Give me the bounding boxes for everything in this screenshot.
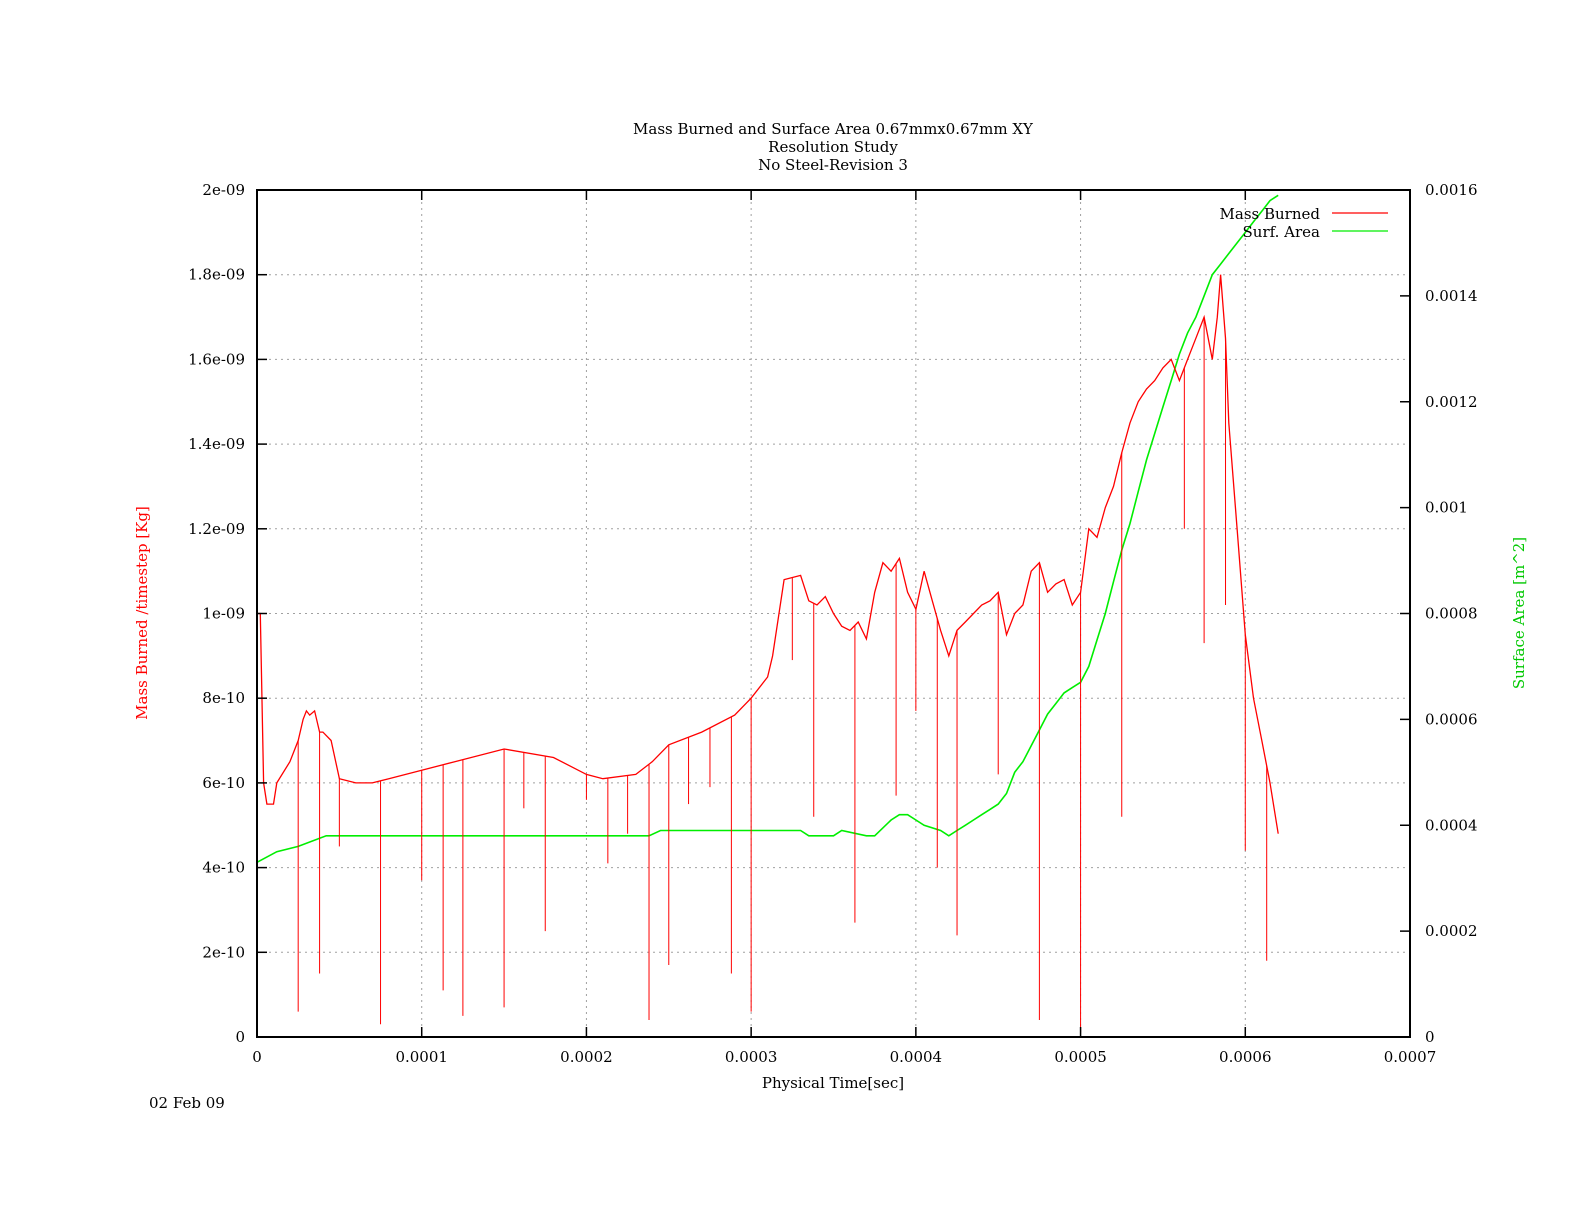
y-tick-label: 1.8e-09 — [188, 266, 245, 284]
chart-title-line-1: Mass Burned and Surface Area 0.67mmx0.67… — [633, 120, 1034, 138]
x-tick-label: 0.0005 — [1054, 1048, 1107, 1066]
x-tick-label: 0 — [252, 1048, 262, 1066]
footer-date: 02 Feb 09 — [149, 1094, 225, 1112]
x-axis-label: Physical Time[sec] — [762, 1074, 904, 1092]
x-tick-label: 0.0007 — [1384, 1048, 1437, 1066]
y2-tick-label: 0.001 — [1425, 499, 1468, 517]
y-tick-label: 1e-09 — [202, 605, 245, 623]
y-tick-label: 2e-10 — [202, 943, 245, 961]
y2-tick-label: 0.0014 — [1425, 287, 1478, 305]
series-line-mass-burned — [257, 274, 1279, 834]
y-tick-label: 1.6e-09 — [188, 350, 245, 368]
chart-title: Mass Burned and Surface Area 0.67mmx0.67… — [633, 120, 1034, 174]
axis-ticks: 0 0.0001 0.0002 0.0003 0.0004 0.0005 0.0006 0.0… — [188, 181, 1477, 1066]
y2-tick-label: 0.0008 — [1425, 605, 1478, 623]
y2-tick-label: 0.0002 — [1425, 922, 1478, 940]
y-tick-label: 8e-10 — [202, 689, 245, 707]
y2-tick-label: 0 — [1425, 1028, 1435, 1046]
x-tick-label: 0.0006 — [1219, 1048, 1272, 1066]
series-line-surf-area — [256, 194, 1279, 864]
y-tick-label: 4e-10 — [202, 859, 245, 877]
chart-title-line-2: Resolution Study — [768, 138, 898, 156]
y-tick-label: 2e-09 — [202, 181, 245, 199]
legend: Mass Burned Surf. Area — [1220, 205, 1388, 241]
chart-title-line-3: No Steel-Revision 3 — [758, 156, 908, 174]
legend-label-mass-burned: Mass Burned — [1220, 205, 1321, 223]
x-tick-label: 0.0002 — [560, 1048, 613, 1066]
y2-tick-label: 0.0016 — [1425, 181, 1478, 199]
y-axis-label: Mass Burned /timestep [Kg] — [133, 506, 151, 720]
y2-axis-label: Surface Area [m^2] — [1510, 537, 1528, 689]
y-tick-label: 6e-10 — [202, 774, 245, 792]
x-tick-label: 0.0004 — [890, 1048, 943, 1066]
y-tick-label: 0 — [235, 1028, 245, 1046]
x-tick-label: 0.0003 — [725, 1048, 778, 1066]
legend-label-surf-area: Surf. Area — [1243, 223, 1321, 241]
plot-area — [256, 194, 1279, 1033]
y-tick-label: 1.2e-09 — [188, 520, 245, 538]
x-tick-label: 0.0001 — [395, 1048, 448, 1066]
y2-tick-label: 0.0006 — [1425, 710, 1478, 728]
y2-tick-label: 0.0004 — [1425, 816, 1478, 834]
y2-tick-label: 0.0012 — [1425, 393, 1478, 411]
y-tick-label: 1.4e-09 — [188, 435, 245, 453]
